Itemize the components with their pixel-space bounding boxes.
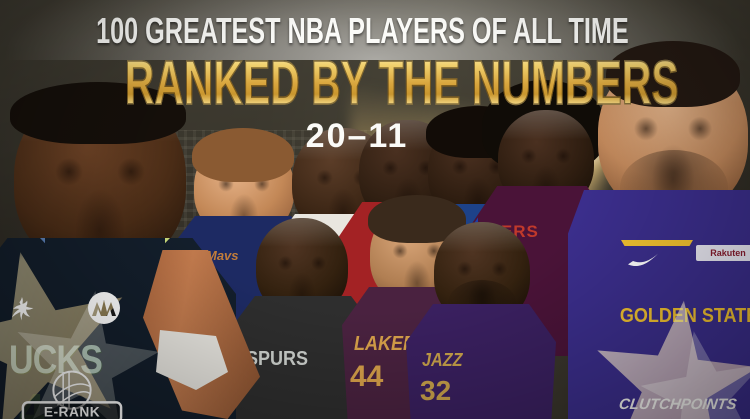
svg-text:E-RANK: E-RANK bbox=[44, 405, 100, 419]
